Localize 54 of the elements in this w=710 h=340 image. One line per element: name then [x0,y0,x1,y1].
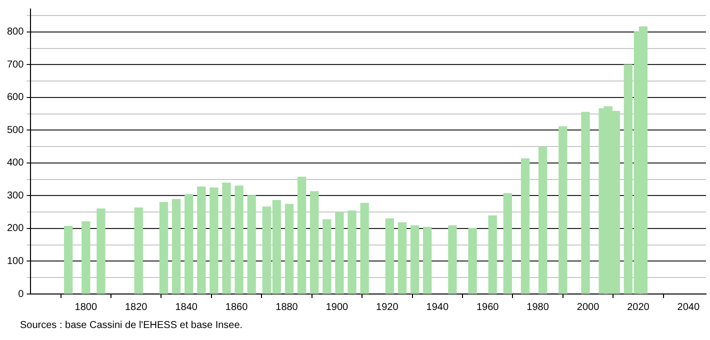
x-tick-label: 1860 [225,302,248,313]
y-tick-label: 500 [6,124,24,136]
x-tick-label: 1960 [476,302,500,313]
bar [348,210,356,294]
y-tick-label: 400 [6,158,24,169]
source-note: Sources : base Cassini de l'EHESS et base Insee. [20,320,243,331]
bar [520,158,530,294]
x-tick-label: 2000 [576,302,600,313]
bar [385,218,394,294]
bar [172,199,181,294]
y-tick-label: 800 [6,26,24,38]
bar [558,126,568,294]
x-tick-label: 1800 [74,302,98,313]
bar [184,194,194,294]
y-tick-label: 0 [18,288,24,300]
y-tick-label: 200 [6,223,24,234]
bar [448,225,457,294]
bar [222,182,231,294]
x-tick-label: 1900 [326,302,349,313]
x-tick-label: 2040 [677,302,700,313]
bar [64,226,73,294]
bar [423,226,432,294]
x-tick-label: 1980 [526,302,550,313]
x-tick-label: 1820 [125,302,148,313]
bar [297,176,306,294]
x-tick-label: 2020 [627,302,650,313]
bar [310,191,319,294]
bar [488,215,497,294]
y-tick-label: 300 [6,190,24,202]
bar [210,188,218,294]
bar [398,222,407,294]
x-tick-label: 1880 [276,302,298,313]
y-tick-label: 600 [6,92,24,104]
bar [82,221,90,294]
bar [234,186,244,294]
bar [538,146,548,294]
bar [96,208,106,294]
bar [581,112,590,294]
bar [247,195,256,294]
bar [503,193,512,294]
bar [410,225,420,294]
bar [284,204,294,294]
y-tick-label: 100 [6,256,24,267]
y-tick-label: 700 [6,59,24,70]
bar [322,219,332,294]
bar [159,202,168,294]
bar [335,212,344,294]
x-tick-label: 1940 [426,302,449,313]
x-tick-label: 1920 [376,302,399,313]
bar [134,208,143,294]
bar [197,186,206,294]
bar [468,228,477,294]
x-tick-label: 1840 [175,302,198,313]
bar [360,202,369,294]
